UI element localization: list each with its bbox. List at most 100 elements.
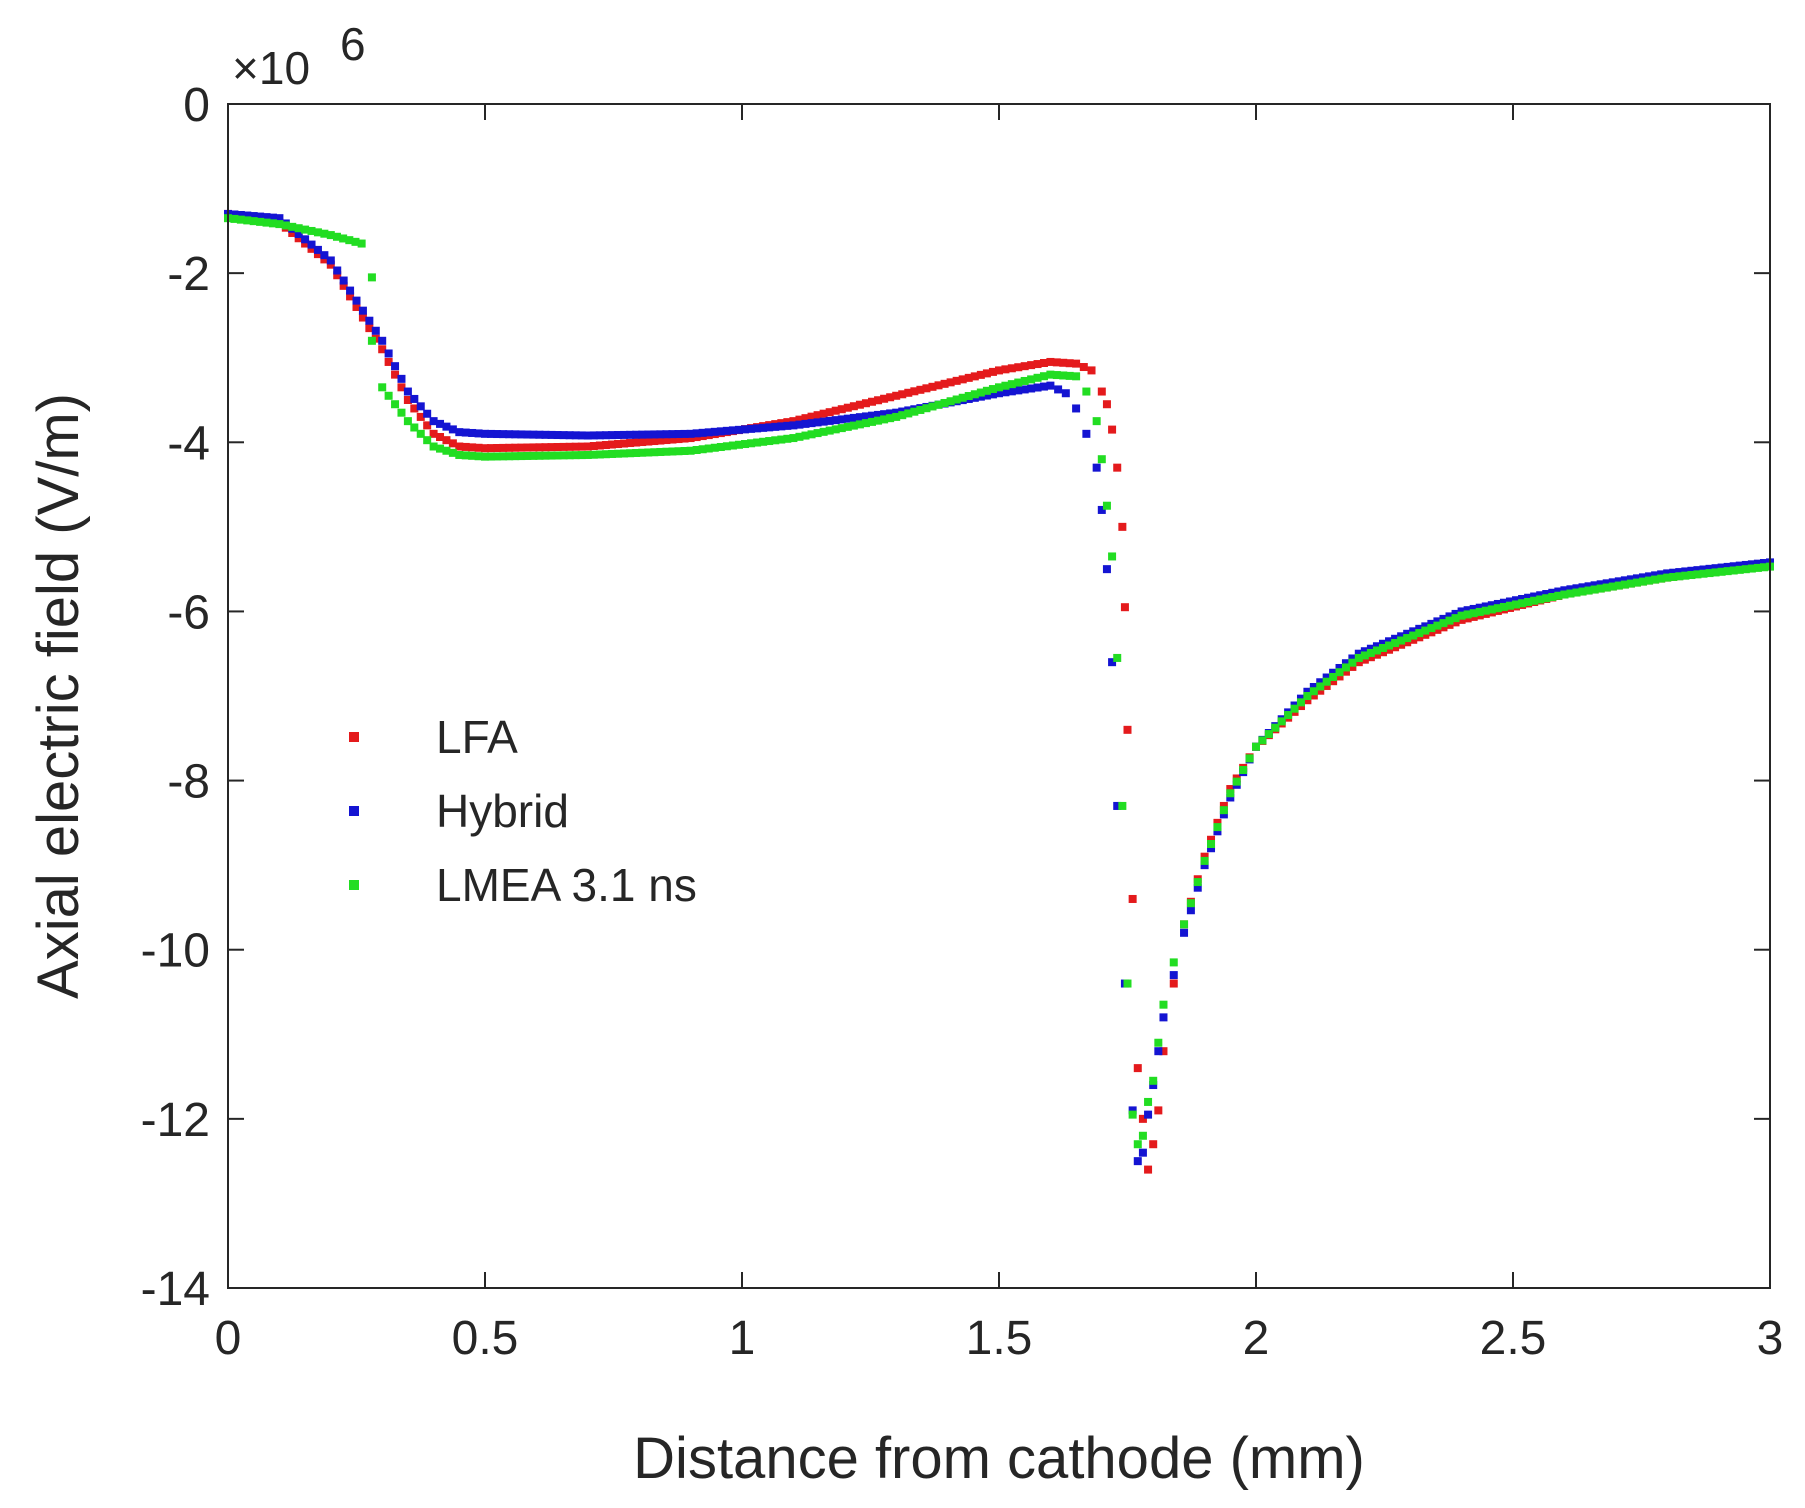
data-point xyxy=(747,439,756,448)
data-point xyxy=(595,431,604,440)
data-point xyxy=(1335,668,1344,677)
data-point xyxy=(855,413,864,422)
data-point xyxy=(313,245,322,254)
data-point xyxy=(916,385,925,394)
data-point xyxy=(626,439,635,448)
data-point xyxy=(416,412,425,421)
data-point xyxy=(1578,583,1587,592)
data-point xyxy=(1391,643,1400,652)
data-point xyxy=(1059,358,1068,367)
data-point xyxy=(1403,629,1412,638)
data-point xyxy=(837,415,846,424)
data-point xyxy=(487,452,496,461)
data-point xyxy=(801,431,810,440)
data-point xyxy=(541,430,550,439)
data-point xyxy=(1385,641,1394,650)
data-point xyxy=(365,324,374,333)
data-point xyxy=(1433,621,1442,630)
data-point xyxy=(988,367,997,376)
data-point xyxy=(825,416,834,425)
data-point xyxy=(1518,599,1527,608)
data-point xyxy=(1542,590,1551,599)
data-point xyxy=(1348,662,1357,671)
data-point xyxy=(874,396,883,405)
data-point xyxy=(275,214,284,223)
data-point xyxy=(650,437,659,446)
data-point xyxy=(1133,1064,1142,1073)
data-point xyxy=(710,427,719,436)
data-point xyxy=(734,425,743,434)
data-point xyxy=(1149,1140,1158,1149)
data-point xyxy=(1059,371,1068,380)
data-point xyxy=(795,420,804,429)
data-point xyxy=(1033,373,1042,382)
data-point xyxy=(1548,588,1557,597)
x-tick-label: 0 xyxy=(215,1312,242,1365)
data-point xyxy=(1451,614,1460,623)
data-point xyxy=(1372,650,1381,659)
data-point xyxy=(1675,568,1684,577)
data-point xyxy=(1596,580,1605,589)
data-point xyxy=(474,452,483,461)
data-point xyxy=(843,414,852,423)
data-point xyxy=(1123,725,1132,734)
data-point xyxy=(1415,629,1424,638)
data-point xyxy=(436,419,445,428)
data-point xyxy=(511,452,520,461)
data-point xyxy=(1572,588,1581,597)
data-point xyxy=(1149,1081,1158,1090)
data-point xyxy=(391,400,400,409)
data-point xyxy=(1290,704,1299,713)
data-point xyxy=(1366,648,1375,657)
data-point xyxy=(1354,649,1363,658)
data-point xyxy=(1385,645,1394,654)
data-point xyxy=(559,451,568,460)
y-tick-label: -10 xyxy=(141,925,210,978)
data-point xyxy=(275,220,284,229)
data-point xyxy=(1397,632,1406,641)
data-point xyxy=(1335,672,1344,681)
data-point xyxy=(301,235,310,244)
data-point xyxy=(455,428,464,437)
data-point xyxy=(1711,564,1720,573)
data-point xyxy=(1536,595,1545,604)
data-point xyxy=(1457,615,1466,624)
data-point xyxy=(976,370,985,379)
data-point xyxy=(1108,425,1117,434)
data-point xyxy=(910,387,919,396)
data-point xyxy=(1614,577,1623,586)
x-axis-label: Distance from cathode (mm) xyxy=(633,1426,1365,1491)
data-point xyxy=(236,215,245,224)
data-point xyxy=(1445,620,1454,629)
y-tick-label: -6 xyxy=(167,586,210,639)
data-point xyxy=(861,412,870,421)
data-point xyxy=(1007,387,1016,396)
data-point xyxy=(1113,463,1122,472)
data-point xyxy=(529,443,538,452)
data-point xyxy=(1741,565,1750,574)
data-point xyxy=(1303,687,1312,696)
data-point xyxy=(771,436,780,445)
data-point xyxy=(541,451,550,460)
data-point xyxy=(692,445,701,454)
data-point xyxy=(493,430,502,439)
data-point xyxy=(668,435,677,444)
data-point xyxy=(819,427,828,436)
series-layer xyxy=(224,209,1774,1174)
data-point xyxy=(1341,659,1350,668)
data-point xyxy=(722,426,731,435)
data-point xyxy=(1645,572,1654,581)
data-point xyxy=(1200,852,1209,861)
data-point xyxy=(1027,384,1036,393)
data-point xyxy=(607,440,616,449)
data-point xyxy=(976,388,985,397)
data-point xyxy=(352,302,361,311)
data-point xyxy=(529,430,538,439)
data-point xyxy=(1097,505,1106,514)
data-point xyxy=(716,443,725,452)
data-point xyxy=(620,439,629,448)
data-point xyxy=(1717,567,1726,576)
data-point xyxy=(614,449,623,458)
data-point xyxy=(358,306,367,315)
data-point xyxy=(1144,1110,1153,1119)
